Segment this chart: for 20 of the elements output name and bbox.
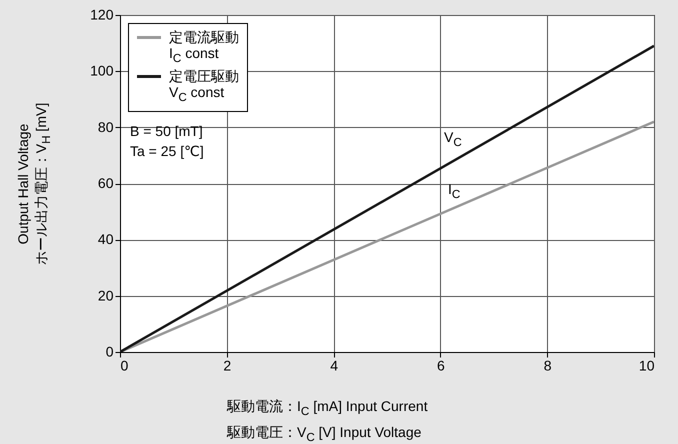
x-tick-label: 8 [544,358,552,374]
x-tick-label: 2 [223,358,232,374]
x-axis-title: 駆動電流：I$_{C}$ [mA] Input Current 駆動電圧：V$_{C}$ [V] Input Voltage [227,397,428,444]
y-tick-label: 60 [98,175,114,191]
x-tick-label: 0 [120,358,128,374]
annotation: Ta = 25 [℃] [130,142,204,160]
legend-label: 定電圧駆動 V$_{C}$ const [169,68,239,106]
x-tick-label: 6 [437,358,445,374]
y-tick-label: 0 [106,344,114,360]
y-tick-label: 20 [98,287,114,304]
x-tick-label: 10 [638,358,655,374]
legend-label: 定電流駆動 I$_{C}$ const [169,29,239,67]
annotation: V$_{C}$ [444,128,462,151]
annotation: B = 50 [mT] [130,122,203,140]
y-tick-label: 40 [98,231,114,248]
x-tick-label: 4 [330,358,338,374]
annotation: I$_{C}$ [448,180,460,203]
y-tick-label: 80 [98,118,114,135]
y-tick-label: 100 [90,62,114,79]
y-tick-label: 120 [90,6,114,22]
